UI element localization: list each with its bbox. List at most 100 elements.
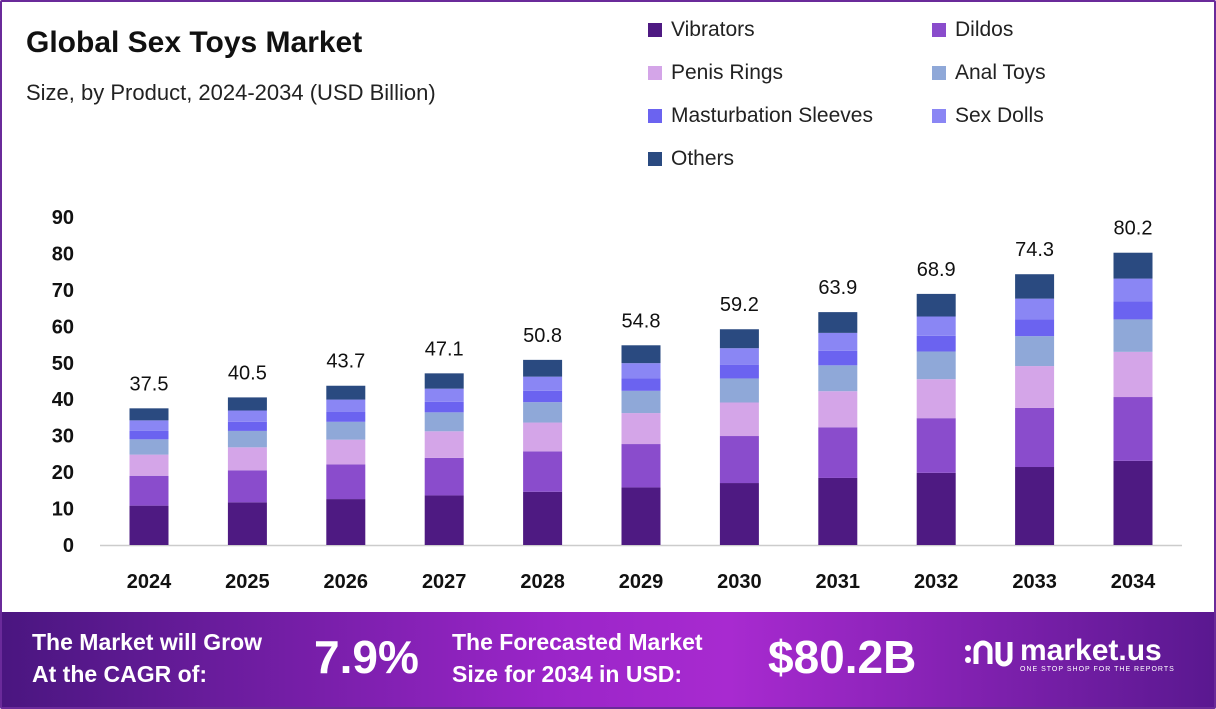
legend-swatch	[932, 109, 946, 123]
bar-segment-penis-rings	[916, 379, 956, 419]
bar-segment-others	[621, 345, 661, 364]
bar-segment-others	[916, 293, 956, 317]
legend-swatch	[648, 152, 662, 166]
bar-segment-sex-dolls	[621, 363, 661, 379]
legend-item: Others	[648, 147, 734, 171]
bar-segment-others	[1015, 274, 1055, 299]
bar-segment-penis-rings	[326, 439, 366, 465]
stacked-bar-chart: 010203040506070809037.5202440.5202543.72…	[52, 207, 1182, 593]
market-us-logo: market.us ONE STOP SHOP FOR THE REPORTS	[962, 634, 1175, 674]
bar-segment-others	[424, 373, 464, 389]
bar-segment-penis-rings	[621, 413, 661, 445]
x-tick-label: 2029	[619, 571, 664, 593]
bar-segment-vibrators	[916, 472, 956, 545]
total-data-label: 50.8	[523, 325, 562, 347]
legend-swatch	[648, 23, 662, 37]
bar-segment-penis-rings	[227, 447, 267, 471]
bar-segment-dildos	[129, 475, 169, 506]
bar-segment-sex-dolls	[424, 388, 464, 402]
x-tick-label: 2024	[127, 571, 172, 593]
bar-segment-dildos	[424, 457, 464, 496]
bar-segment-masturbation-sleeves	[227, 421, 267, 431]
legend-label: Sex Dolls	[955, 104, 1044, 127]
bar-segment-dildos	[719, 436, 759, 484]
total-data-label: 47.1	[425, 338, 464, 360]
legend-label: Anal Toys	[955, 61, 1046, 84]
logo-text: market.us	[1020, 633, 1162, 667]
x-tick-label: 2026	[324, 571, 369, 593]
bar-segment-vibrators	[818, 477, 858, 545]
bar-segment-masturbation-sleeves	[523, 390, 563, 403]
bar-segment-dildos	[621, 444, 661, 488]
footer-banner: The Market will Grow At the CAGR of: 7.9…	[2, 612, 1214, 707]
legend-swatch	[932, 66, 946, 80]
legend-item: Vibrators	[648, 18, 755, 42]
y-tick-label: 10	[52, 499, 74, 521]
legend-label: Penis Rings	[671, 61, 784, 84]
bar-segment-masturbation-sleeves	[719, 364, 759, 379]
bar-segment-anal-toys	[227, 430, 267, 448]
bar-segment-sex-dolls	[818, 332, 858, 351]
bar-segment-others	[227, 397, 267, 411]
forecast-label-line1: The Forecasted Market	[452, 629, 703, 655]
x-tick-label: 2033	[1012, 571, 1057, 593]
legend-label: Dildos	[955, 18, 1014, 41]
bar-segment-masturbation-sleeves	[916, 335, 956, 352]
legend-label: Vibrators	[671, 18, 755, 41]
bar-segment-dildos	[1113, 397, 1153, 461]
bar-segment-others	[818, 312, 858, 333]
forecast-label: The Forecasted Market Size for 2034 in U…	[452, 626, 703, 690]
bar-segment-penis-rings	[424, 431, 464, 458]
bar-segment-penis-rings	[129, 454, 169, 476]
bar-segment-vibrators	[424, 495, 464, 545]
total-data-label: 37.5	[130, 373, 169, 395]
legend-swatch	[648, 66, 662, 80]
total-data-label: 40.5	[228, 362, 267, 384]
market-us-logo-icon	[965, 640, 1013, 667]
cagr-label-line1: The Market will Grow	[32, 629, 263, 655]
y-tick-label: 0	[63, 535, 74, 557]
legend-label: Others	[671, 147, 735, 170]
bar-segment-anal-toys	[523, 402, 563, 423]
bar-segment-sex-dolls	[719, 348, 759, 365]
bar-segment-anal-toys	[621, 390, 661, 414]
bar-segment-vibrators	[326, 499, 366, 545]
total-data-label: 74.3	[1015, 239, 1054, 261]
bar-segment-dildos	[326, 464, 366, 500]
bar-segment-anal-toys	[1015, 336, 1055, 367]
y-tick-label: 20	[52, 462, 74, 484]
cagr-label-line2: At the CAGR of:	[32, 661, 208, 687]
total-data-label: 54.8	[622, 310, 661, 332]
y-tick-label: 30	[52, 426, 74, 448]
bar-segment-dildos	[227, 470, 267, 503]
bar-segment-others	[326, 385, 366, 400]
bar-segment-anal-toys	[818, 365, 858, 392]
bar-segment-masturbation-sleeves	[1015, 319, 1055, 337]
total-data-label: 80.2	[1114, 218, 1153, 240]
y-tick-label: 50	[52, 353, 74, 375]
x-tick-label: 2030	[717, 571, 762, 593]
x-tick-label: 2031	[816, 571, 861, 593]
bar-segment-dildos	[1015, 407, 1055, 468]
legend-label: Masturbation Sleeves	[671, 104, 873, 127]
bar-segment-masturbation-sleeves	[1113, 301, 1153, 320]
x-tick-label: 2032	[914, 571, 959, 593]
chart-subtitle: Size, by Product, 2024-2034 (USD Billion…	[26, 80, 436, 105]
bar-segment-dildos	[916, 418, 956, 473]
legend-swatch	[932, 23, 946, 37]
bar-segment-masturbation-sleeves	[424, 401, 464, 413]
bar-segment-anal-toys	[326, 421, 366, 440]
bar-segment-anal-toys	[916, 351, 956, 380]
legend-item: Penis Rings	[648, 61, 783, 85]
cagr-value: 7.9%	[314, 631, 419, 683]
bar-segment-penis-rings	[523, 422, 563, 452]
bar-segment-vibrators	[621, 487, 661, 545]
forecast-label-line2: Size for 2034 in USD:	[452, 661, 683, 687]
legend-swatch	[648, 109, 662, 123]
bar-segment-vibrators	[719, 483, 759, 545]
bar-segment-sex-dolls	[1113, 278, 1153, 302]
bar-segment-anal-toys	[424, 412, 464, 432]
total-data-label: 63.9	[818, 277, 857, 299]
bar-segment-others	[719, 329, 759, 349]
